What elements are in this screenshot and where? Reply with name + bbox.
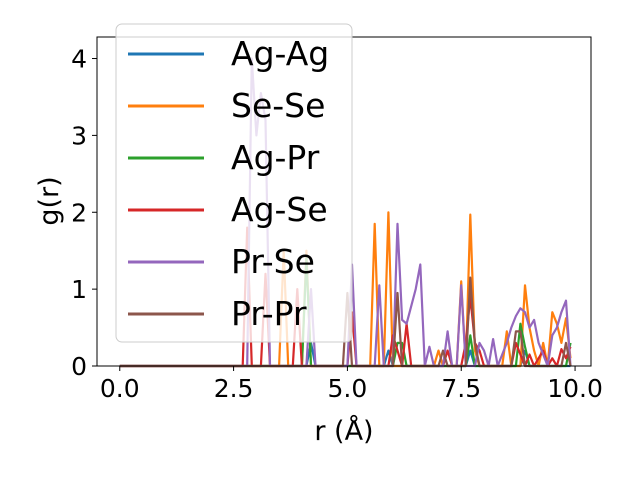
y-tick-label: 1 [71,275,87,304]
legend-label-ag-pr: Ag-Pr [231,138,320,177]
legend-label-pr-se: Pr-Se [231,242,315,281]
legend-label-se-se: Se-Se [231,86,325,125]
legend-label-pr-pr: Pr-Pr [231,294,307,333]
x-tick-label: 0.0 [100,374,140,403]
y-axis-ticks: 0 1 2 3 4 [71,45,97,381]
legend-label-ag-se: Ag-Se [231,190,328,229]
y-axis-label: g(r) [34,176,65,225]
y-tick-label: 0 [71,352,87,381]
y-tick-label: 3 [71,121,87,150]
x-axis-ticks: 0.0 2.5 5.0 7.5 10.0 [100,366,603,403]
legend: Ag-Ag Se-Se Ag-Pr Ag-Se Pr-Se Pr-Pr [115,23,353,343]
x-axis-label: r (Å) [314,415,373,447]
x-tick-label: 5.0 [328,374,368,403]
x-tick-label: 10.0 [547,374,603,403]
y-tick-label: 2 [71,198,87,227]
legend-label-ag-ag: Ag-Ag [231,34,329,73]
y-tick-label: 4 [71,45,87,74]
x-tick-label: 2.5 [214,374,254,403]
x-tick-label: 7.5 [441,374,481,403]
